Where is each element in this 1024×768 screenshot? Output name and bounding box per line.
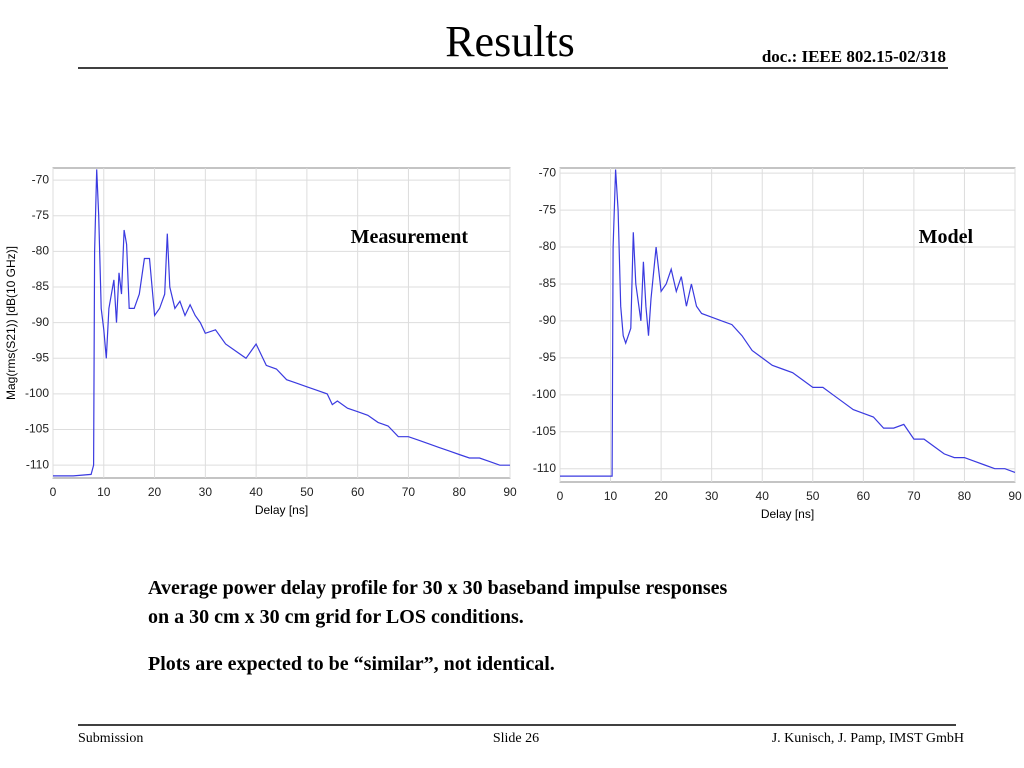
x-tick-label: 30: [705, 489, 719, 503]
x-tick-label: 30: [199, 485, 213, 499]
x-tick-label: 20: [148, 485, 162, 499]
x-tick-label: 0: [50, 485, 57, 499]
x-tick-label: 10: [97, 485, 111, 499]
y-tick-label: -85: [539, 276, 557, 290]
x-tick-label: 50: [300, 485, 314, 499]
y-tick-label: -75: [32, 208, 50, 222]
y-tick-label: -100: [532, 387, 556, 401]
x-tick-label: 10: [604, 489, 618, 503]
y-tick-label: -70: [32, 172, 50, 186]
y-tick-label: -100: [25, 386, 49, 400]
footer-right: J. Kunisch, J. Pamp, IMST GmbH: [772, 731, 964, 746]
x-tick-label: 60: [351, 485, 365, 499]
plot-area: [559, 167, 1016, 483]
x-axis-label: Delay [ns]: [761, 507, 814, 521]
y-tick-label: -110: [26, 457, 49, 471]
x-tick-label: 0: [557, 489, 564, 503]
y-axis-label: Mag(rms(S21)) [dB(10 GHz)]: [4, 246, 18, 400]
y-tick-label: -95: [539, 350, 557, 364]
x-axis-label: Delay [ns]: [255, 503, 308, 517]
y-tick-label: -105: [532, 424, 556, 438]
line-series: [53, 169, 510, 477]
x-tick-label: 80: [958, 489, 972, 503]
y-tick-label: -80: [539, 239, 557, 253]
annotation: Measurement: [351, 226, 469, 248]
line-series: [560, 169, 1016, 477]
x-tick-label: 50: [806, 489, 820, 503]
x-tick-label: 40: [249, 485, 263, 499]
y-tick-label: -85: [32, 279, 50, 293]
caption: on a 30 cm x 30 cm grid for LOS conditio…: [148, 606, 524, 628]
footer-left: Submission: [78, 731, 143, 746]
x-tick-label: 70: [402, 485, 416, 499]
slide-title: Results: [445, 17, 575, 66]
x-tick-label: 90: [1008, 489, 1022, 503]
y-tick-label: -90: [32, 315, 50, 329]
x-tick-label: 60: [857, 489, 871, 503]
doc-id: doc.: IEEE 802.15-02/318: [762, 47, 946, 66]
x-tick-label: 90: [503, 485, 517, 499]
caption: Plots are expected to be “similar”, not …: [148, 653, 555, 675]
x-tick-label: 70: [907, 489, 921, 503]
y-tick-label: -110: [533, 461, 556, 475]
y-tick-label: -90: [539, 313, 557, 327]
y-tick-label: -75: [539, 202, 557, 216]
x-tick-label: 20: [654, 489, 668, 503]
x-tick-label: 40: [756, 489, 770, 503]
y-tick-label: -105: [25, 422, 49, 436]
footer-center: Slide 26: [493, 731, 539, 746]
y-tick-label: -70: [539, 165, 557, 179]
caption: Average power delay profile for 30 x 30 …: [148, 577, 727, 599]
y-tick-label: -95: [32, 350, 50, 364]
annotation: Model: [919, 226, 974, 248]
y-tick-label: -80: [32, 244, 50, 258]
x-tick-label: 80: [453, 485, 467, 499]
